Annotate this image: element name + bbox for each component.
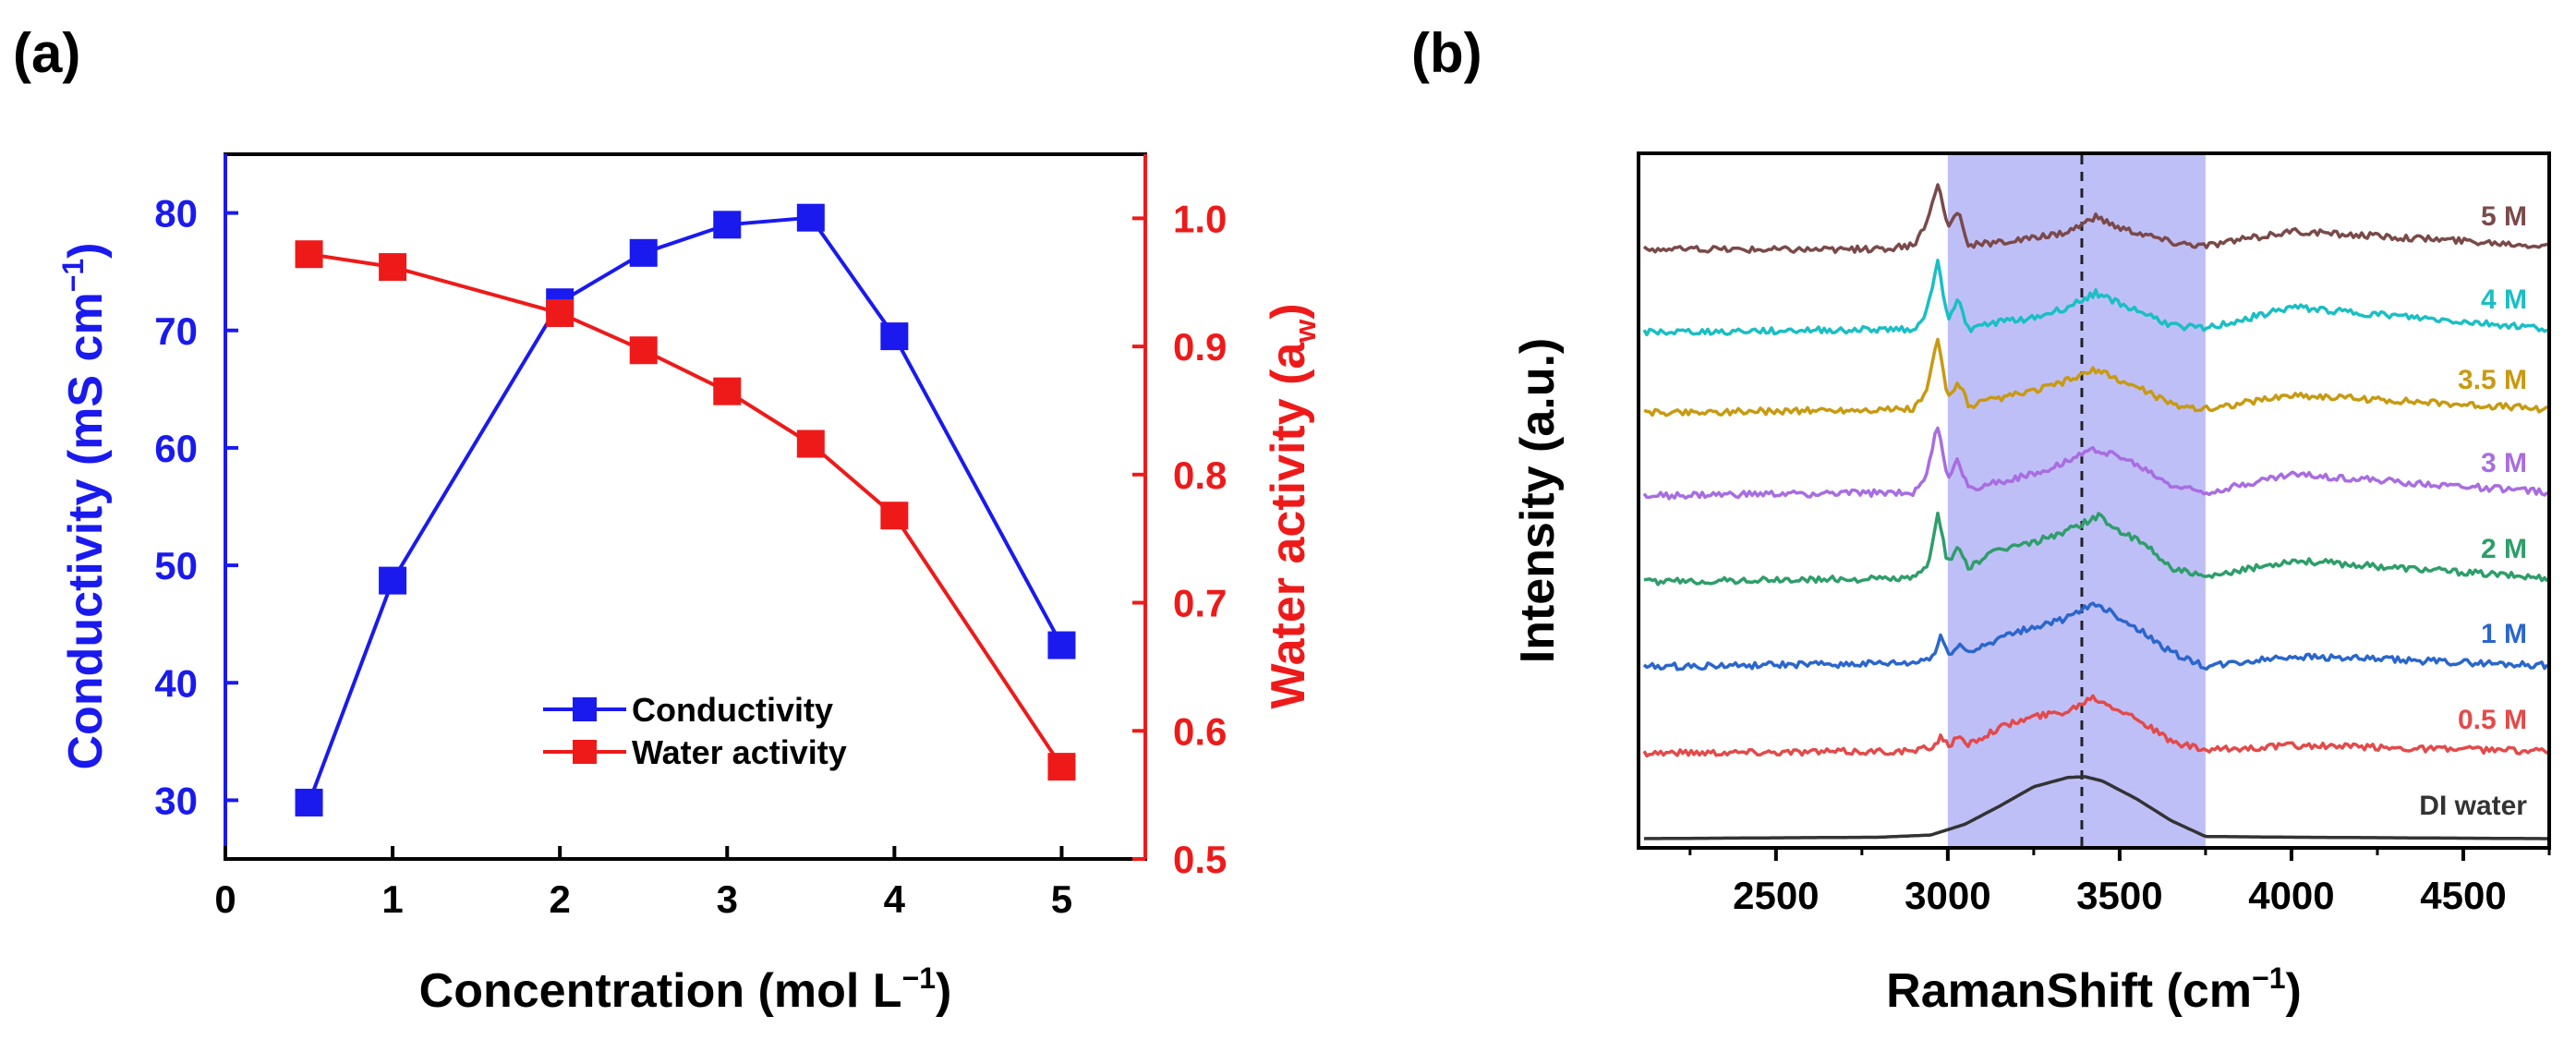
water-activity-point <box>379 253 407 282</box>
chart-b-x-tick-label: 3500 <box>2076 874 2162 917</box>
chart-a-x-tick-label: 1 <box>381 877 403 921</box>
chart-a-right-tick-label: 0.8 <box>1173 453 1227 497</box>
chart-a-legend: Conductivity Water activity <box>543 691 847 771</box>
spectrum-3-5-m <box>1643 337 2549 417</box>
chart-a-right-tick-label: 0.7 <box>1173 582 1227 625</box>
water-activity-point <box>295 240 323 269</box>
chart-a-right-tick-label: 0.5 <box>1173 838 1227 881</box>
chart-b-y-axis-title: Intensity (a.u.) <box>1511 338 1565 663</box>
spectrum-4-m <box>1642 259 2548 337</box>
panel-a-label: (a) <box>13 22 80 84</box>
chart-a-right-tick-label: 0.9 <box>1173 325 1227 369</box>
series-water-activity-line <box>308 252 1064 768</box>
chart-a-left-tick-label: 30 <box>154 779 198 822</box>
spectrum-label-2-m: 2 M <box>2481 534 2527 564</box>
chart-b-x-tick-label: 4500 <box>2420 874 2506 917</box>
legend-water-activity-marker <box>573 740 597 764</box>
chart-b-x-axis-title: RamanShift (cm−1) <box>1886 961 2302 1018</box>
chart-b-plot-frame <box>1637 151 2551 850</box>
water-activity-point <box>1047 753 1076 781</box>
chart-a-right-tick-label: 1.0 <box>1173 197 1227 240</box>
chart-b-x-tick-label: 3000 <box>1905 874 1990 917</box>
conductivity-point <box>880 322 909 351</box>
chart-b-x-tick-label: 2500 <box>1733 874 1819 917</box>
spectrum-1-m <box>1642 601 2549 671</box>
legend-conductivity-label: Conductivity <box>632 691 833 729</box>
conductivity-point <box>629 238 658 267</box>
legend-conductivity-marker <box>573 697 597 721</box>
chart-a-x-tick-label: 4 <box>884 877 906 921</box>
chart-a-left-tick-label: 50 <box>154 544 198 587</box>
conductivity-point <box>796 203 825 232</box>
chart-a-left-axis-title: Conductivity (mS cm−1) <box>56 243 113 770</box>
spectrum-label-3-5-m: 3.5 M <box>2458 365 2527 395</box>
chart-a-x-tick-label: 2 <box>550 877 571 921</box>
chart-a-left-tick-label: 80 <box>154 192 198 236</box>
water-activity-point <box>546 299 574 328</box>
spectrum-di-water <box>1643 775 2547 840</box>
chart-a-right-axis-title: Water activity (aw) <box>1262 303 1322 708</box>
water-activity-point <box>796 429 825 458</box>
chart-a: 0 1 2 3 4 5 30 40 50 60 70 80 0.5 0.6 0.7 0.8 0.9 1.0 C… <box>56 152 1322 1018</box>
spectrum-label-3-m: 3 M <box>2481 448 2527 478</box>
chart-a-left-tick-label: 60 <box>154 427 198 470</box>
chart-a-left-tick-label: 40 <box>154 661 198 705</box>
spectrum-2-m <box>1643 511 2549 587</box>
spectrum-label-4-m: 4 M <box>2481 284 2527 315</box>
spectrum-5-m <box>1642 183 2548 254</box>
chart-a-x-axis-title: Concentration (mol L−1) <box>419 961 952 1018</box>
chart-b: DI water 0.5 M 1 M 2 M 3 M 3.5 M 4 M 5 M 2500 30… <box>1511 151 2551 1018</box>
chart-b-x-tick-label: 4000 <box>2248 874 2334 917</box>
series-conductivity-line <box>307 215 1064 804</box>
spectrum-label-di-water: DI water <box>2419 791 2527 821</box>
chart-a-x-tick-label: 5 <box>1051 877 1072 921</box>
chart-a-right-tick-label: 0.6 <box>1173 709 1227 753</box>
spectrum-3-m <box>1642 426 2549 501</box>
spectrum-label-1-m: 1 M <box>2481 619 2527 649</box>
legend-water-activity-label: Water activity <box>632 733 847 771</box>
panel-b-label: (b) <box>1411 22 1482 84</box>
spectrum-label-0-5-m: 0.5 M <box>2458 705 2527 735</box>
chart-a-x-tick-label: 0 <box>214 877 236 921</box>
conductivity-point <box>1047 631 1076 659</box>
conductivity-point <box>713 211 742 239</box>
conductivity-point <box>295 788 323 816</box>
spectrum-label-5-m: 5 M <box>2481 201 2527 232</box>
water-activity-point <box>880 502 909 530</box>
water-activity-point <box>629 336 658 365</box>
chart-a-x-tick-label: 3 <box>717 877 738 921</box>
chart-a-left-tick-label: 70 <box>154 309 198 353</box>
water-activity-point <box>713 377 742 405</box>
spectrum-0-5-m <box>1642 694 2549 758</box>
conductivity-point <box>379 566 407 595</box>
